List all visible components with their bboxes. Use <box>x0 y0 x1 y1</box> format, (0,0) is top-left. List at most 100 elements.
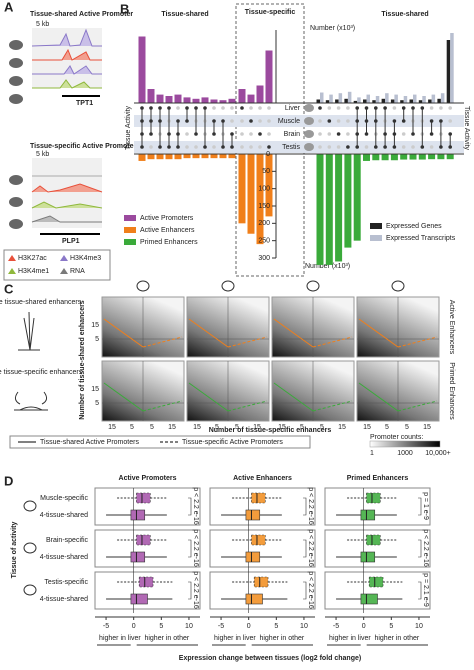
axis-title: Number of tissue-specific enhancers <box>209 427 332 434</box>
legend-swatch <box>60 255 68 261</box>
group-frame <box>94 487 201 526</box>
box <box>245 551 261 563</box>
tissue-label: Testis <box>282 144 300 151</box>
bar <box>228 98 236 103</box>
legend-label: Expressed Genes <box>386 223 442 230</box>
bar <box>183 97 191 103</box>
upset-dot <box>240 132 244 136</box>
y-tick-label: 300 <box>258 255 270 262</box>
upset-dot <box>212 106 216 110</box>
y-tick-label: 50 <box>262 168 270 175</box>
direction-label: higher in liver <box>99 635 141 642</box>
x-tick-label: 5 <box>235 424 239 431</box>
bracket <box>303 497 307 516</box>
bar <box>147 154 155 160</box>
tissue-icon <box>306 280 320 292</box>
x-tick-label: 10 <box>415 623 423 630</box>
upset-dot <box>327 132 332 136</box>
upset-dot <box>429 145 434 149</box>
bracket <box>418 581 422 600</box>
row-label: 4-tissue-shared <box>40 596 88 603</box>
trend-line <box>227 400 268 412</box>
trend-line <box>358 318 399 348</box>
bracket <box>303 581 307 600</box>
trend-line <box>397 400 438 412</box>
trend-line <box>273 318 314 348</box>
bar <box>183 154 191 159</box>
scale-label: 10,000+ <box>425 450 451 457</box>
section-title: Tissue-shared Active Promoter <box>30 11 133 18</box>
legend-swatch <box>124 215 136 221</box>
axis-title: Number of tissue-shared enhancers <box>79 300 86 420</box>
bar <box>156 154 164 160</box>
bar <box>316 154 324 265</box>
p-value: p < 2.2 e-16 <box>307 571 314 609</box>
scale-label: 1 <box>370 450 374 457</box>
legend-label: Primed Enhancers <box>140 239 198 246</box>
activity-band <box>134 115 464 127</box>
legend-swatch <box>60 268 68 274</box>
group-frame <box>209 529 316 568</box>
cartoon <box>14 311 48 411</box>
bar <box>201 97 209 103</box>
tissue-icon <box>304 117 314 125</box>
x-tick-label: 5 <box>274 623 278 630</box>
panel-label: D <box>4 473 13 488</box>
row-label: Active Enhancers <box>448 300 455 355</box>
cartoon-label: more tissue-specific enhancers <box>0 369 83 376</box>
trend-line <box>188 382 229 412</box>
bar <box>247 94 255 103</box>
bar <box>265 50 273 103</box>
group-frame <box>324 529 431 568</box>
upset-dot <box>411 145 415 149</box>
upset-dot <box>258 106 262 110</box>
bracket <box>188 581 192 600</box>
box <box>245 509 261 521</box>
bar <box>431 94 436 103</box>
legend-title: Promoter counts: <box>370 434 423 441</box>
tissue-icon <box>9 58 23 68</box>
panel-title: Active Promoters <box>119 475 177 482</box>
bar <box>219 154 227 159</box>
box <box>251 492 266 504</box>
bar <box>265 154 273 217</box>
bar <box>316 99 320 103</box>
bar <box>446 154 454 160</box>
upset-dot <box>364 145 369 149</box>
bar <box>165 96 173 103</box>
tissue-icon <box>391 280 405 292</box>
y-tick-label: 15 <box>91 322 99 329</box>
tissue-icon <box>136 280 150 292</box>
legend-label: Expressed Transcripts <box>386 235 456 242</box>
x-tick-label: 5 <box>405 424 409 431</box>
axis-title: Tissue of activity <box>11 522 18 579</box>
trend-line <box>103 382 144 412</box>
bracket <box>188 539 192 558</box>
x-tick-label: -5 <box>333 623 339 630</box>
tissue-icon <box>9 40 23 50</box>
section-title: Tissue-shared <box>381 11 428 18</box>
scale-label: 1000 <box>397 450 413 457</box>
upset-dot <box>249 132 253 136</box>
upset-dot <box>318 132 322 136</box>
upset-dot <box>429 106 434 110</box>
upset-dot <box>318 106 322 110</box>
bar <box>450 33 454 103</box>
specific-frame <box>235 3 305 277</box>
bar <box>428 154 436 160</box>
upset-dot <box>336 106 341 110</box>
x-tick-label: 0 <box>132 623 136 630</box>
direction-label: higher in liver <box>214 635 256 642</box>
gene-label: TPT1 <box>76 100 93 107</box>
legend-box <box>9 435 311 449</box>
x-tick-label: -5 <box>103 623 109 630</box>
tissue-icon <box>304 104 314 112</box>
bar <box>394 94 398 103</box>
y-tick-label: 5 <box>95 336 99 343</box>
bracket <box>188 497 192 516</box>
bar <box>329 94 333 103</box>
row-label: 4-tissue-shared <box>40 512 88 519</box>
trend-line <box>273 382 314 412</box>
bar <box>138 154 146 161</box>
